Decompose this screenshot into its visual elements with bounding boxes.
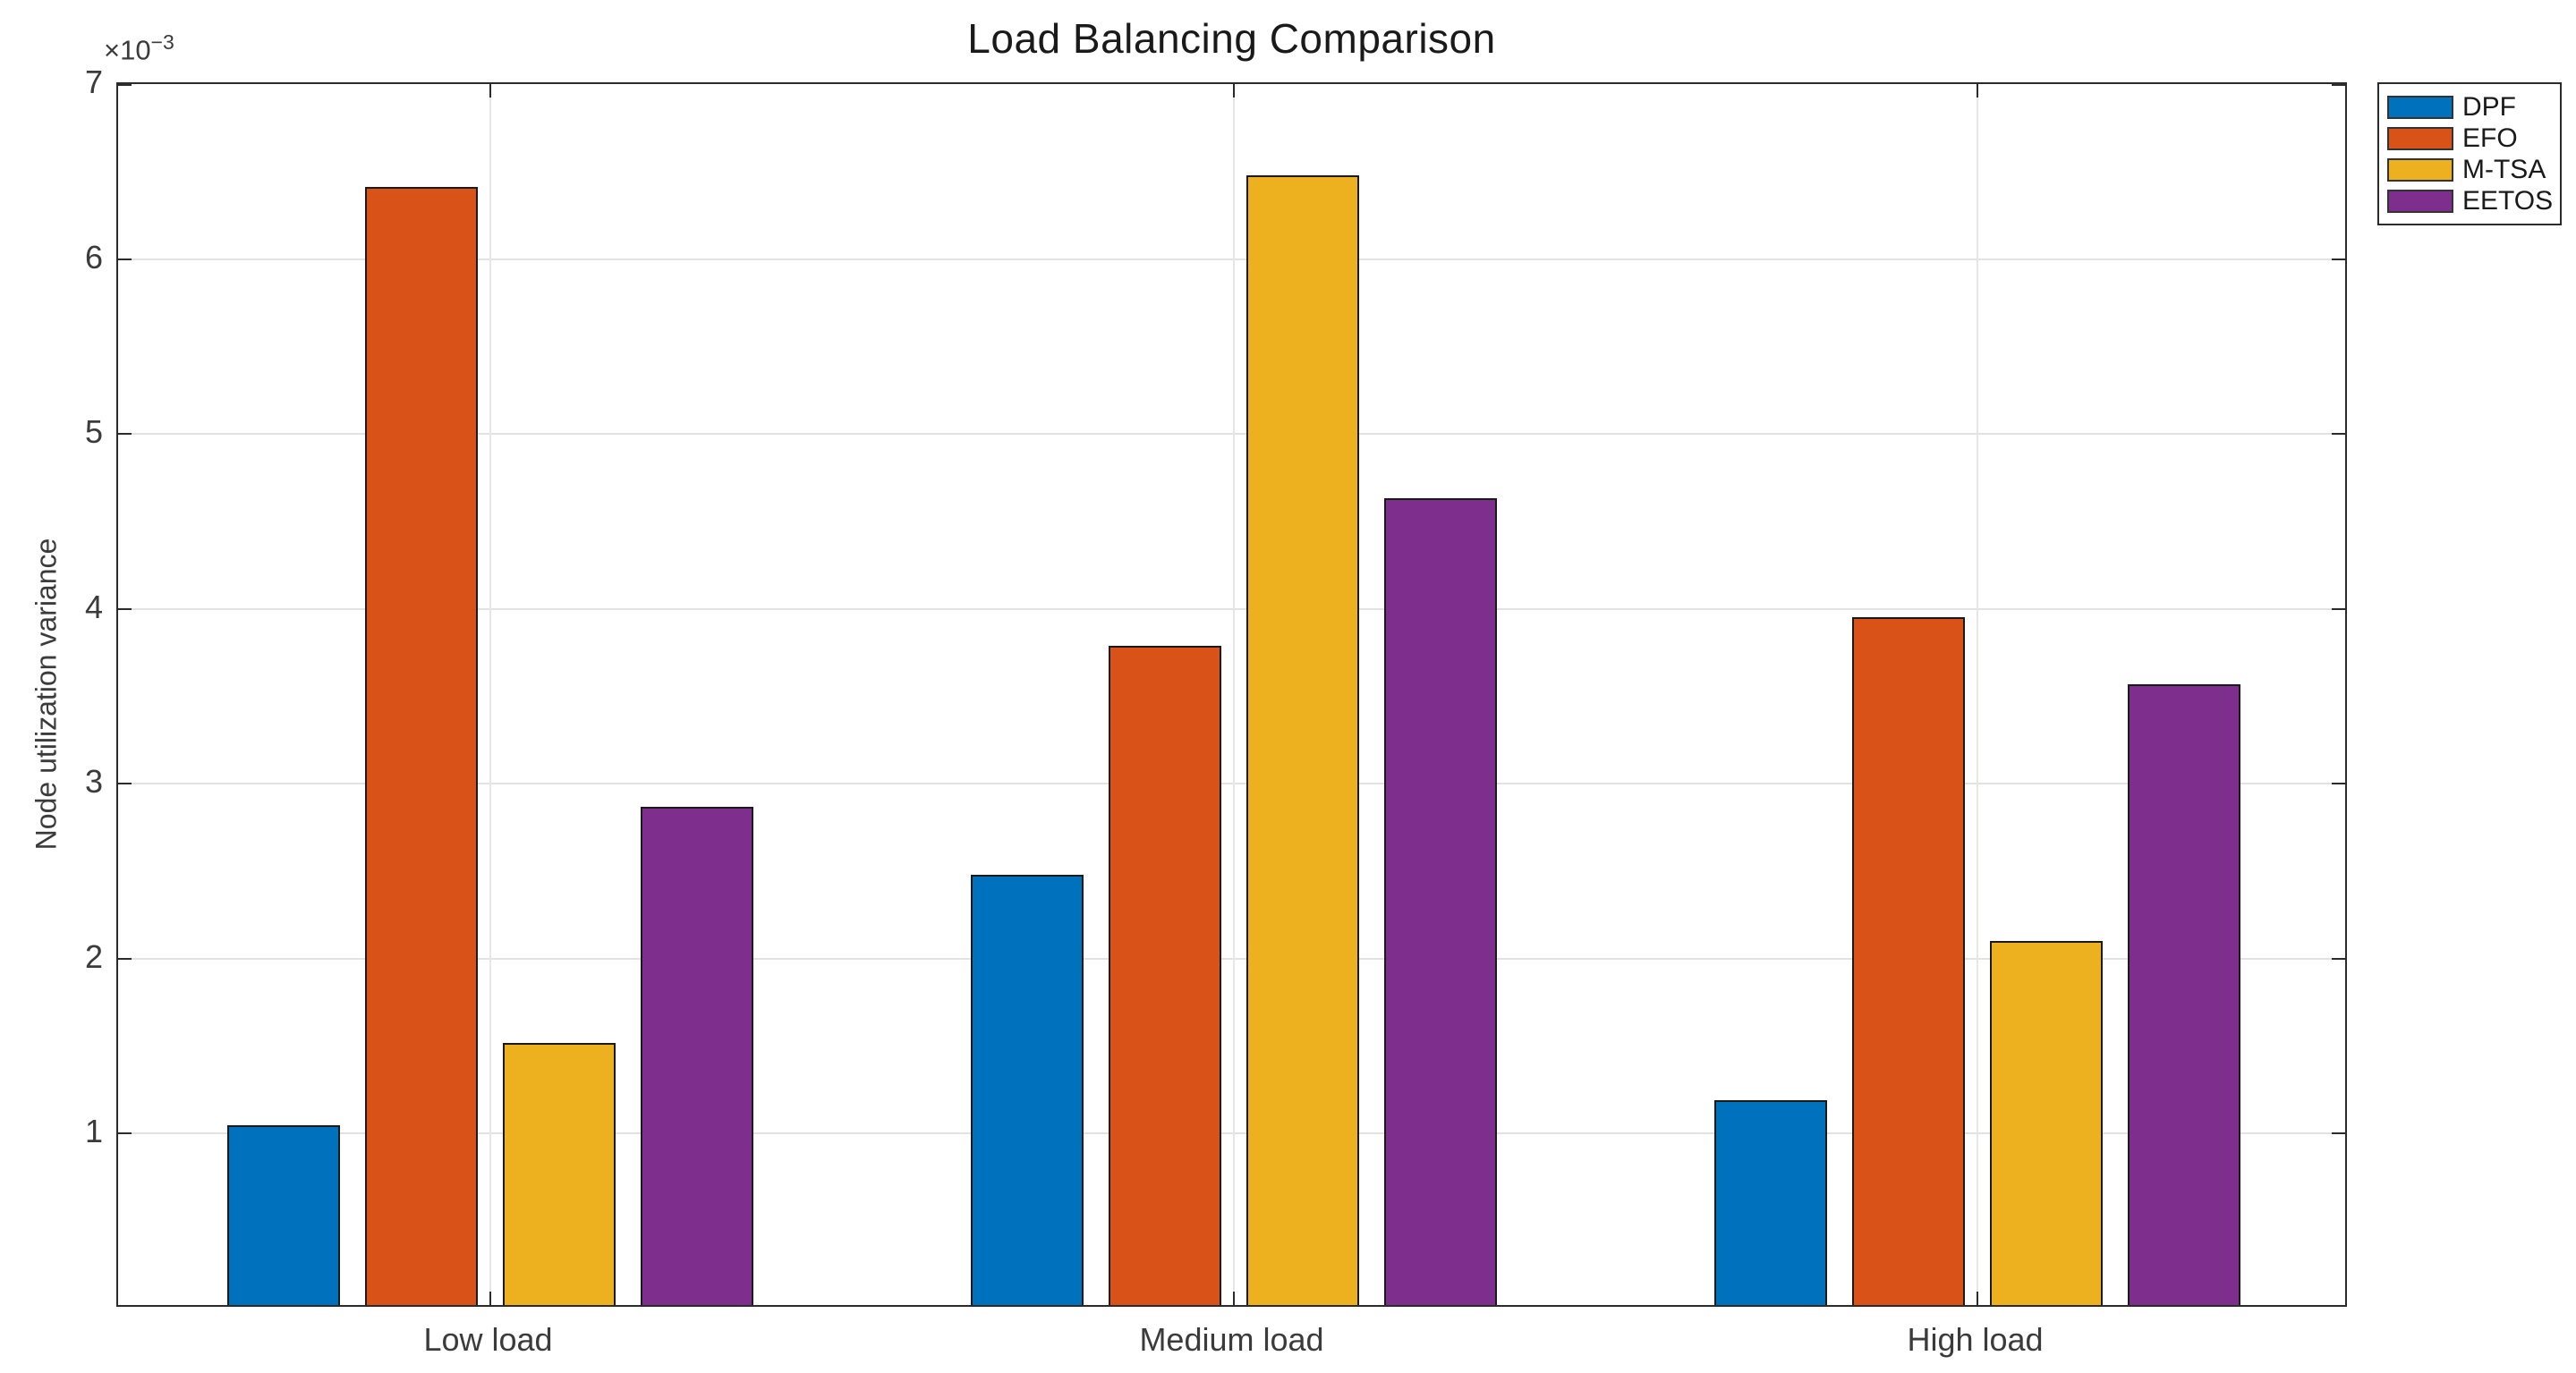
y-tick-mark bbox=[2332, 607, 2345, 610]
bar-m-tsa-2 bbox=[1245, 174, 1359, 1305]
legend-item-efo: EFO bbox=[2387, 123, 2553, 154]
y-tick-mark bbox=[2332, 957, 2345, 960]
bar-dpf-2 bbox=[970, 874, 1084, 1305]
v-gridline-1 bbox=[489, 84, 491, 1305]
y-tick-mark bbox=[2332, 84, 2345, 86]
x-tick-mark bbox=[1976, 1292, 1978, 1305]
legend: DPF EFO M-TSA EETOS bbox=[2377, 82, 2562, 225]
y-axis-label: Node utilization variance bbox=[30, 538, 63, 851]
y-tick-mark bbox=[118, 433, 132, 436]
v-gridline-2 bbox=[1232, 84, 1235, 1305]
h-gridline-5 bbox=[118, 433, 2345, 436]
legend-label-efo: EFO bbox=[2462, 123, 2518, 153]
y-tick-label: 3 bbox=[84, 763, 103, 801]
bar-dpf-1 bbox=[226, 1124, 340, 1305]
y-tick-mark bbox=[2332, 1132, 2345, 1135]
legend-swatch-eetos bbox=[2387, 190, 2453, 213]
bar-eetos-1 bbox=[640, 806, 753, 1305]
bar-eetos-2 bbox=[1383, 498, 1497, 1305]
y-tick-mark bbox=[118, 1132, 132, 1135]
y-tick-label: 7 bbox=[84, 64, 103, 100]
x-tick-mark bbox=[489, 84, 491, 97]
bar-m-tsa-1 bbox=[502, 1042, 616, 1305]
y-tick-label: 4 bbox=[84, 588, 103, 625]
x-tick-mark bbox=[489, 1292, 491, 1305]
legend-swatch-dpf bbox=[2387, 96, 2453, 119]
x-tick-label-medium-load: Medium load bbox=[1139, 1321, 1324, 1358]
y-tick-label: 6 bbox=[84, 238, 103, 275]
h-gridline-2 bbox=[118, 957, 2345, 960]
y-tick-mark bbox=[118, 957, 132, 960]
x-tick-label-low-load: Low load bbox=[423, 1321, 553, 1358]
y-axis-exponent-label: ×10−3 bbox=[104, 30, 174, 66]
y-tick-mark bbox=[118, 607, 132, 610]
h-gridline-1 bbox=[118, 1132, 2345, 1135]
legend-item-eetos: EETOS bbox=[2387, 186, 2553, 216]
legend-item-dpf: DPF bbox=[2387, 92, 2553, 123]
bar-efo-2 bbox=[1108, 645, 1221, 1305]
x-tick-mark bbox=[1232, 1292, 1235, 1305]
legend-swatch-efo bbox=[2387, 127, 2453, 150]
y-tick-label: 2 bbox=[84, 937, 103, 975]
x-tick-mark bbox=[1232, 84, 1235, 97]
y-tick-label: 5 bbox=[84, 413, 103, 451]
bar-m-tsa-3 bbox=[1989, 941, 2103, 1305]
legend-label-eetos: EETOS bbox=[2462, 186, 2554, 216]
v-gridline-3 bbox=[1976, 84, 1978, 1305]
x-tick-label-high-load: High load bbox=[1907, 1321, 2044, 1358]
y-tick-mark bbox=[2332, 258, 2345, 260]
h-gridline-4 bbox=[118, 607, 2345, 610]
y-tick-mark bbox=[118, 258, 132, 260]
y-tick-mark bbox=[2332, 433, 2345, 436]
bar-dpf-3 bbox=[1713, 1100, 1827, 1305]
plot-area bbox=[116, 82, 2347, 1307]
legend-label-m-tsa: M-TSA bbox=[2462, 155, 2546, 184]
y-tick-label: 1 bbox=[84, 1113, 103, 1150]
bar-efo-1 bbox=[364, 187, 478, 1305]
chart-title: Load Balancing Comparison bbox=[967, 15, 1496, 62]
bar-eetos-3 bbox=[2127, 683, 2240, 1305]
y-axis-exponent-base: ×10 bbox=[104, 34, 151, 66]
x-tick-mark bbox=[1976, 84, 1978, 97]
y-tick-mark bbox=[2332, 783, 2345, 785]
legend-swatch-m-tsa bbox=[2387, 158, 2453, 182]
y-tick-mark bbox=[118, 84, 132, 86]
h-gridline-3 bbox=[118, 783, 2345, 785]
bar-efo-3 bbox=[1851, 617, 1965, 1305]
legend-item-m-tsa: M-TSA bbox=[2387, 155, 2553, 185]
y-axis-exponent-power: −3 bbox=[150, 30, 174, 54]
legend-label-dpf: DPF bbox=[2462, 92, 2516, 122]
y-tick-mark bbox=[118, 783, 132, 785]
h-gridline-6 bbox=[118, 258, 2345, 260]
